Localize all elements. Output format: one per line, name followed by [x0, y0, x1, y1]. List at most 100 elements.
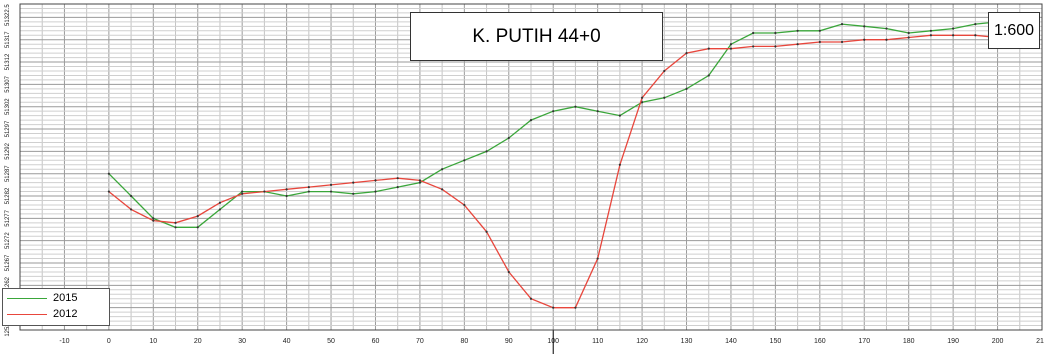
- data-point-2012: [285, 188, 288, 191]
- data-point-2015: [774, 31, 777, 35]
- data-point-2015: [352, 192, 355, 195]
- data-point-2015: [529, 119, 533, 122]
- x-tick-label: 210: [1036, 338, 1044, 345]
- data-point-2015: [418, 181, 422, 184]
- data-point-2012: [552, 306, 555, 309]
- data-point-2015: [685, 87, 688, 90]
- data-point-2015: [463, 159, 466, 162]
- y-tick-label: 1252: [5, 323, 11, 337]
- data-point-2015: [640, 101, 644, 104]
- data-point-2012: [263, 190, 266, 193]
- data-point-2015: [241, 190, 244, 193]
- data-point-2015: [552, 110, 555, 113]
- data-point-2015: [885, 27, 888, 30]
- x-tick-label: 150: [770, 338, 782, 345]
- x-axis-labels: -100102030405060708090100110120130140150…: [59, 330, 1044, 354]
- data-point-2015: [574, 105, 577, 108]
- data-point-2012: [507, 270, 510, 274]
- x-tick-label: 110: [592, 338, 603, 345]
- data-point-2015: [441, 168, 444, 171]
- data-point-2012: [729, 47, 733, 50]
- legend: 2015 2012: [2, 288, 110, 326]
- x-tick-label: 80: [460, 338, 468, 345]
- x-tick-label: 200: [992, 338, 1004, 345]
- data-point-2012: [174, 221, 177, 224]
- data-point-2015: [929, 29, 933, 32]
- data-point-2012: [441, 188, 444, 191]
- data-point-2012: [885, 38, 888, 41]
- y-tick-label: 51322.5: [5, 4, 11, 26]
- x-tick-label: 130: [681, 338, 693, 345]
- x-tick-label: 140: [725, 338, 737, 345]
- data-point-2012: [307, 185, 310, 189]
- data-point-2015: [329, 190, 333, 193]
- data-point-2012: [774, 45, 777, 48]
- data-point-2012: [129, 208, 133, 211]
- data-point-2015: [752, 31, 755, 35]
- data-point-2012: [640, 96, 644, 99]
- y-tick-label: 51267: [5, 254, 11, 271]
- data-point-2015: [863, 25, 866, 28]
- x-tick-label: 90: [505, 338, 513, 345]
- y-tick-label: 51287: [5, 165, 11, 182]
- x-tick-label: 120: [636, 338, 648, 345]
- data-point-2012: [196, 215, 199, 218]
- grid: [19, 3, 1043, 331]
- data-point-2012: [463, 203, 466, 207]
- data-point-2015: [707, 74, 710, 77]
- y-tick-label: 51312: [5, 53, 11, 70]
- data-point-2012: [596, 257, 599, 260]
- x-tick-label: 0: [107, 338, 111, 345]
- data-point-2012: [752, 45, 755, 48]
- data-point-2012: [863, 38, 866, 41]
- data-point-2012: [685, 52, 688, 55]
- y-tick-label: 51307: [5, 75, 11, 92]
- data-point-2015: [952, 27, 955, 30]
- data-point-2012: [618, 163, 621, 166]
- y-tick-label: 51282: [5, 187, 11, 204]
- x-tick-label: 70: [416, 338, 424, 345]
- data-point-2015: [796, 29, 799, 32]
- series-lines: [107, 20, 999, 309]
- data-point-2015: [152, 217, 155, 220]
- data-point-2012: [818, 40, 821, 44]
- scale-label: 1:600: [988, 12, 1040, 49]
- data-point-2015: [285, 194, 288, 198]
- data-point-2015: [129, 194, 133, 198]
- y-tick-label: 51277: [5, 209, 11, 226]
- data-point-2015: [374, 190, 377, 193]
- x-tick-label: 170: [858, 338, 870, 345]
- plot-border: [19, 3, 1043, 331]
- x-tick-label: -10: [59, 338, 69, 345]
- data-point-2012: [707, 47, 710, 50]
- legend-label-2012: 2012: [53, 308, 78, 320]
- data-point-2012: [396, 177, 399, 180]
- data-point-2015: [596, 110, 599, 113]
- y-tick-label: 51297: [5, 120, 11, 137]
- data-point-2015: [818, 29, 821, 32]
- y-tick-label: 51317: [5, 31, 11, 48]
- data-point-2015: [107, 172, 110, 175]
- legend-line-2015: [7, 297, 47, 299]
- x-tick-label: 180: [903, 338, 915, 345]
- y-axis-labels: 1252512575126251267512725127751282512875…: [5, 4, 11, 337]
- data-point-2015: [396, 185, 399, 189]
- legend-label-2015: 2015: [53, 292, 78, 304]
- data-point-2015: [174, 226, 177, 229]
- data-point-2015: [663, 96, 666, 99]
- x-tick-label: 190: [947, 338, 959, 345]
- data-point-2012: [418, 179, 422, 182]
- x-tick-label: 160: [814, 338, 826, 345]
- x-tick-label: 20: [194, 338, 202, 345]
- data-point-2012: [529, 297, 533, 300]
- data-point-2012: [374, 179, 377, 182]
- data-point-2012: [974, 34, 977, 37]
- data-point-2015: [218, 208, 222, 211]
- x-tick-label: 50: [327, 338, 335, 345]
- data-point-2012: [107, 190, 110, 193]
- plot-frame: [19, 3, 1043, 331]
- data-point-2012: [952, 34, 955, 37]
- data-point-2015: [618, 114, 621, 117]
- chart-title: K. PUTIH 44+0: [410, 12, 663, 61]
